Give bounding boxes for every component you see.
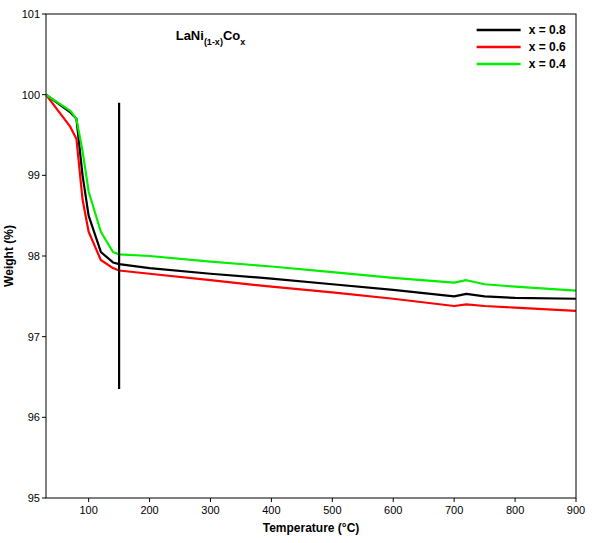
y-tick-label: 100 [22,89,40,101]
legend-swatch [477,29,521,32]
x-tick-label: 800 [506,504,524,516]
y-tick [42,256,46,257]
x-axis-title: Temperature (°C) [263,521,360,535]
x-tick-label: 600 [384,504,402,516]
y-tick-label: 96 [28,411,40,423]
y-tick [42,417,46,418]
reference-line [118,103,120,389]
series-line [46,95,576,299]
x-tick [149,498,150,502]
y-tick-label: 99 [28,169,40,181]
y-tick-label: 95 [28,492,40,504]
legend: x = 0.8 x = 0.6 x = 0.4 [477,23,566,71]
x-tick-label: 400 [262,504,280,516]
legend-label: x = 0.6 [529,40,566,54]
y-tick [42,94,46,95]
y-axis-title: Weight (%) [2,225,16,287]
x-tick [332,498,333,502]
chart: 100 200 300 400 500 600 700 800 900 95 96 97 98 99 100… [0,0,593,543]
frame [46,14,576,498]
y-tick-label: 101 [22,8,40,20]
title-part: Co [223,28,240,43]
x-tick-label: 200 [140,504,158,516]
x-tick [576,498,577,502]
title: LaNi(1-x)Cox [176,28,246,47]
series-line [46,95,576,311]
y-tick [42,498,46,499]
title-part: x [240,37,245,47]
legend-swatch [477,46,521,49]
legend-swatch [477,63,521,66]
legend-label: x = 0.8 [529,23,566,37]
x-tick-label: 300 [201,504,219,516]
y-tick [42,14,46,15]
x-tick [88,498,89,502]
x-tick-label: 900 [567,504,585,516]
x-tick [210,498,211,502]
title-part: LaNi [176,28,204,43]
x-tick [393,498,394,502]
x-tick [454,498,455,502]
title-part: (1-x) [204,37,223,47]
series-line [46,95,576,291]
y-tick-label: 98 [28,250,40,262]
x-tick [271,498,272,502]
y-tick-label: 97 [28,331,40,343]
x-tick-label: 100 [79,504,97,516]
legend-label: x = 0.4 [529,57,566,71]
y-tick [42,336,46,337]
x-tick [515,498,516,502]
x-tick-label: 700 [445,504,463,516]
x-tick-label: 500 [323,504,341,516]
plot-area [46,95,576,389]
y-tick [42,175,46,176]
